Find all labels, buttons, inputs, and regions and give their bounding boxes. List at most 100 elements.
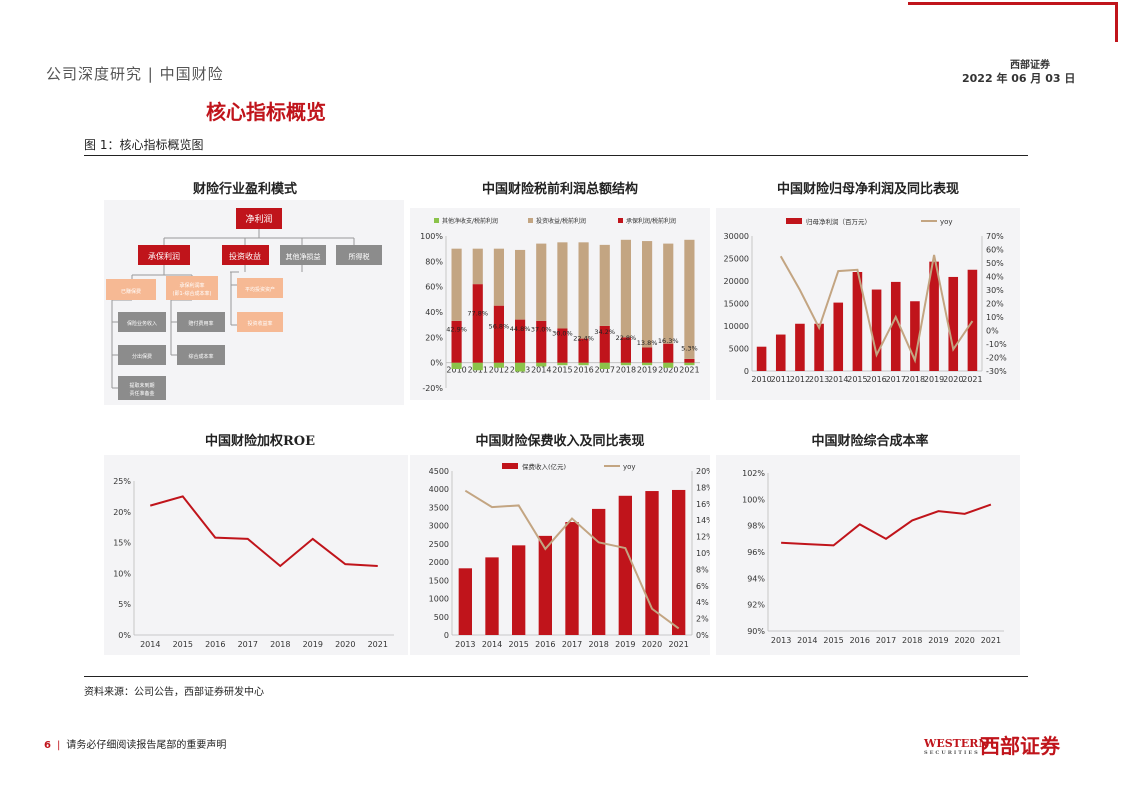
western-logo-sub: SECURITIES [924,750,980,756]
structure-xtick: 2021 [679,366,699,375]
corner-accent-side [1115,2,1118,42]
chart-title-roe: 中国财险加权ROE [204,434,316,449]
premium-bar [618,495,632,635]
brand-logo-cn: 西部证券 [980,734,1060,758]
node-invest-yield: 投资收益率 [247,320,272,327]
premium-y2tick: 10% [696,549,710,558]
structure-bar-other [599,362,610,369]
premium-bar [458,568,472,635]
premium-ytick: 1000 [429,595,449,604]
footer: 6 | 请务必仔细阅读报告尾部的重要声明 [44,740,227,751]
netprofit-bar [948,276,959,371]
structure-bar-investment [557,242,568,329]
netprofit-ytick: 5000 [729,345,749,354]
structure-bar-investment [663,243,674,344]
netprofit-y2tick: 20% [986,300,1004,309]
netprofit-xtick: 2010 [751,375,771,384]
structure-bar-underwriting [451,320,462,363]
page-number: 6 [44,740,51,751]
roe-xtick: 2014 [140,640,160,649]
structure-bar-other [663,362,674,368]
netprofit-xtick: 2021 [962,375,982,384]
premium-ytick: 0 [444,631,449,640]
netprofit-xtick: 2016 [866,375,886,384]
structure-bar-underwriting [472,284,483,363]
diagram-root-label: 净利润 [245,213,272,225]
premium-y2tick: 2% [696,615,709,624]
netprofit-yoy-line [779,254,974,364]
node-investment-income: 投资收益 [229,251,261,261]
netprofit-ytick: 20000 [724,277,749,286]
netprofit-y2tick: 70% [986,232,1004,241]
netprofit-ytick: 25000 [724,255,749,264]
combined-xtick: 2013 [771,636,791,645]
report-type-label: 公司深度研究 | 中国财险 [46,65,224,83]
premium-y2tick: 16% [696,500,710,509]
structure-bar-other [578,362,589,366]
structure-bar-investment [578,242,589,339]
structure-bar-other [515,362,526,372]
premium-bar [565,522,579,635]
netprofit-xtick: 2017 [886,375,906,384]
combined-xtick: 2015 [823,636,843,645]
footer-disclaimer: 请务必仔细阅读报告尾部的重要声明 [66,740,227,751]
roe-xtick: 2019 [303,640,323,649]
netprofit-bar [814,323,824,371]
premium-legend-swatch-bar [502,463,518,469]
structure-data-label: 37.0% [531,326,552,334]
netprofit-y2tick: 50% [986,259,1004,268]
netprofit-bar [795,323,805,371]
structure-xtick: 2014 [531,366,551,375]
premium-y2tick: 8% [696,565,709,574]
netprofit-ytick: 30000 [724,232,749,241]
structure-xtick: 2017 [595,366,615,375]
node-combined-ratio: 综合成本率 [188,353,213,360]
structure-bar-underwriting [620,337,631,363]
structure-data-label: 16.3% [658,337,679,345]
netprofit-ytick: 15000 [724,300,749,309]
netprofit-xtick: 2018 [905,375,925,384]
premium-ytick: 3000 [429,522,449,531]
structure-legend-label: 其他净收支/税前利润 [442,217,498,225]
diagram-level3: 保险业务收入 分出保费 提取未到期责任准备金 赔付费用率 综合成本率 [118,312,225,400]
structure-bar-underwriting [684,358,695,363]
report-date: 2022 年 06 月 03 日 [962,72,1076,85]
netprofit-bar [967,269,978,371]
combined-xtick: 2020 [954,636,974,645]
structure-bar-underwriting [557,328,568,363]
premium-y2tick: 0% [696,631,709,640]
netprofit-bar [910,301,920,371]
premium-xtick: 2019 [615,640,635,649]
chart-title-net-profit: 中国财险归母净利润及同比表现 [776,182,959,197]
structure-bar-other [642,362,653,366]
combined-ytick: 102% [742,469,765,478]
netprofit-y2tick: 30% [986,286,1004,295]
netprofit-y2tick: -20% [986,354,1007,363]
structure-data-label: 22.8% [616,334,637,342]
chart-title-premium: 中国财险保费收入及同比表现 [475,434,645,449]
diagram-level1: 承保利润 投资收益 其他净损益 所得税 [138,245,382,265]
structure-bar-investment [536,243,547,321]
premium-xtick: 2020 [642,640,662,649]
structure-ytick: 20% [425,333,443,342]
netprofit-xtick: 2019 [924,375,944,384]
node-insurance-revenue: 保险业务收入 [127,320,157,327]
combined-xtick: 2017 [876,636,896,645]
premium-yoy-line [464,489,680,630]
combined-ratio-chart: 90% 92% 94% 96% 98% 100% 102% 2013 2014 2015 2016 2… [716,455,1020,655]
net-profit-legend: 归母净利润（百万元） yoy [786,217,953,226]
source-note: 资料来源：公司公告，西部证券研发中心 [84,687,264,698]
roe-ytick: 5% [118,600,131,609]
combined-ytick: 94% [747,574,765,583]
netprofit-bar [871,289,882,371]
node-unearned-reserve: 提取未到期责任准备金 [129,382,154,397]
premium-bar [485,557,499,635]
netprofit-y2tick: 40% [986,273,1004,282]
structure-bar-investment [493,248,504,306]
structure-data-label: 77.8% [467,310,488,318]
figure-bottom-rule [84,676,1028,677]
structure-bar-other [451,362,462,369]
combined-xtick: 2019 [928,636,948,645]
premium-chart: 保费收入(亿元) yoy 0 500 1000 1500 2000 2500 3000 3500… [410,455,710,655]
structure-bar-investment [451,248,462,321]
